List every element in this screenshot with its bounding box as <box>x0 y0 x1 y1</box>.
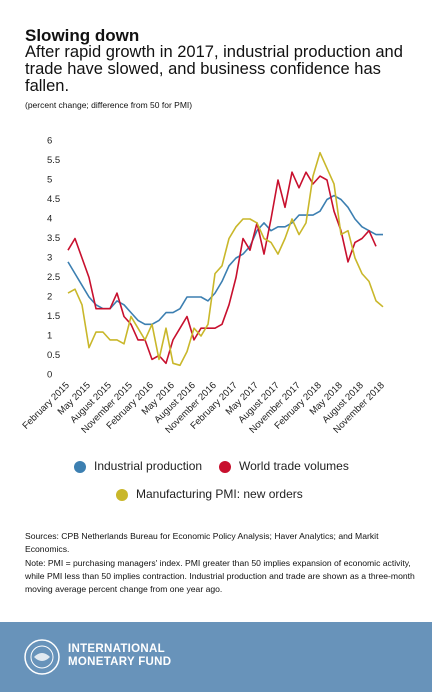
org-name: MONETARY FUND <box>68 656 172 668</box>
y-tick-label: 3 <box>47 253 52 264</box>
legend-marker <box>219 461 231 473</box>
y-tick-label: 4.5 <box>47 194 60 205</box>
legend-marker <box>116 489 128 501</box>
y-tick-label: 1.5 <box>47 311 60 322</box>
y-tick-label: 2.5 <box>47 272 60 283</box>
legend-label: World trade volumes <box>239 459 349 473</box>
y-tick-label: 1 <box>47 331 52 342</box>
series-line <box>67 151 384 367</box>
y-tick-label: 3.5 <box>47 233 60 244</box>
y-tick-label: 5 <box>47 175 52 186</box>
y-axis-label: (percent change; difference from 50 for … <box>25 100 193 110</box>
legend-marker <box>74 461 86 473</box>
legend-label: Industrial production <box>94 459 202 473</box>
y-tick-label: 6 <box>47 136 52 147</box>
series-line <box>67 171 377 365</box>
y-tick-label: 0.5 <box>47 350 60 361</box>
chart-title: Slowing down <box>25 26 140 45</box>
logo <box>24 639 60 675</box>
sources: Sources: CPB Netherlands Bureau for Econ… <box>25 531 379 554</box>
note: Note: PMI = purchasing managers' index. … <box>25 558 415 594</box>
footer: INTERNATIONAL MONETARY FUND <box>0 622 432 692</box>
y-tick-label: 0 <box>47 370 52 381</box>
legend-label: Manufacturing PMI: new orders <box>136 487 303 501</box>
y-tick-label: 5.5 <box>47 155 60 166</box>
y-tick-label: 2 <box>47 292 52 303</box>
y-tick-label: 4 <box>47 214 52 225</box>
org-name: INTERNATIONAL <box>68 643 165 655</box>
chart-subtitle: After rapid growth in 2017, industrial p… <box>25 43 403 95</box>
